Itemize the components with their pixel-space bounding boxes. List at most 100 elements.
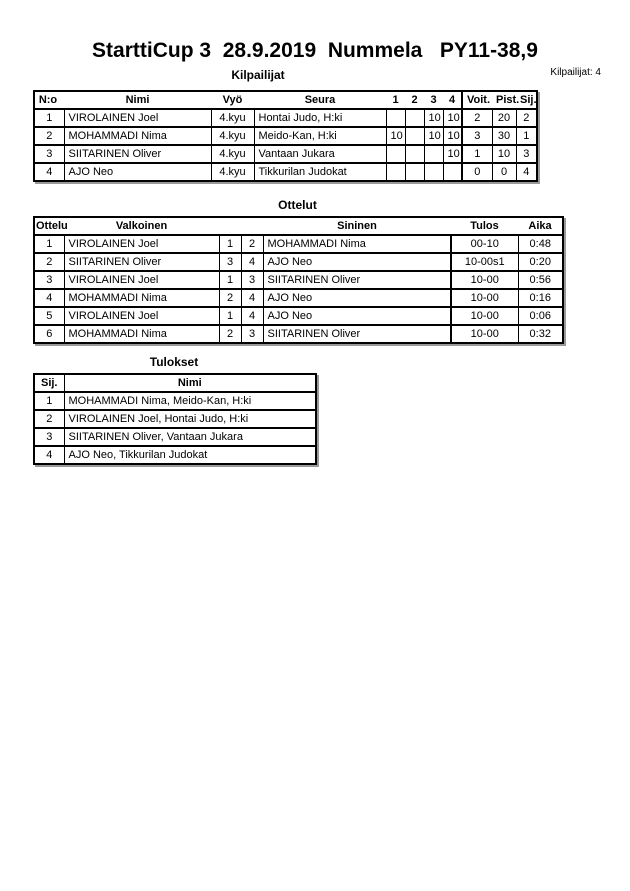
match-result: 10-00: [450, 306, 519, 326]
competitor-club: Vantaan Jukara: [253, 144, 387, 164]
white-fighter: VIROLAINEN Joel: [63, 234, 220, 254]
round-4-score: [442, 162, 463, 182]
kilpailijat-header-row: N:o Nimi Vyö Seura 1 2 3 4 Voit. Pist. S…: [34, 91, 537, 110]
wins-value: 0: [461, 162, 493, 182]
blue-fighter: SIITARINEN Oliver: [262, 270, 452, 290]
blue-fighter-number: 4: [240, 306, 264, 326]
competitor-number: 1: [33, 108, 65, 128]
match-number: 6: [33, 324, 65, 344]
round-2-score: [404, 162, 425, 182]
wins-value: 2: [461, 108, 493, 128]
round-3-score: [423, 162, 444, 182]
round-3-score: 10: [423, 126, 444, 146]
result-placement: 2: [33, 409, 65, 429]
placement-value: 3: [515, 144, 538, 164]
match-result: 10-00s1: [450, 252, 519, 272]
blue-fighter-number: 2: [240, 234, 264, 254]
competitor-row: 2 MOHAMMADI Nima 4.kyu Meido-Kan, H:ki 1…: [33, 126, 538, 146]
match-number: 1: [33, 234, 65, 254]
competitor-name: MOHAMMADI Nima: [63, 126, 212, 146]
match-row: 3 VIROLAINEN Joel 1 3 SIITARINEN Oliver …: [33, 270, 564, 290]
round-1-score: [385, 108, 406, 128]
blue-fighter: AJO Neo: [262, 306, 452, 326]
match-result: 00-10: [450, 234, 519, 254]
white-fighter-number: 1: [218, 306, 242, 326]
ottelut-section-title: Ottelut: [278, 198, 317, 212]
round-4-score: 10: [442, 144, 463, 164]
blue-fighter: SIITARINEN Oliver: [262, 324, 452, 344]
result-name: SIITARINEN Oliver, Vantaan Jukara: [63, 427, 317, 447]
kilpailijat-section-title: Kilpailijat: [231, 68, 285, 82]
match-row: 2 SIITARINEN Oliver 3 4 AJO Neo 10-00s1 …: [33, 252, 564, 272]
wins-value: 1: [461, 144, 493, 164]
header-sij: Sij.: [516, 91, 537, 110]
ottelut-table: Ottelu Valkoinen Sininen Tulos Aika 1 VI…: [33, 216, 564, 344]
blue-fighter: AJO Neo: [262, 288, 452, 308]
header-blue-number-spacer: [241, 217, 263, 236]
result-name: VIROLAINEN Joel, Hontai Judo, H:ki: [63, 409, 317, 429]
header-white-number-spacer: [219, 217, 241, 236]
match-time: 0:16: [517, 288, 564, 308]
header-tulos: Tulos: [451, 217, 518, 236]
header-round-3: 3: [424, 91, 443, 110]
competitor-name: SIITARINEN Oliver: [63, 144, 212, 164]
blue-fighter-number: 3: [240, 270, 264, 290]
result-placement: 4: [33, 445, 65, 465]
result-placement: 1: [33, 391, 65, 411]
result-row: 2 VIROLAINEN Joel, Hontai Judo, H:ki: [33, 409, 317, 429]
competitor-club: Hontai Judo, H:ki: [253, 108, 387, 128]
result-row: 4 AJO Neo, Tikkurilan Judokat: [33, 445, 317, 465]
match-time: 0:48: [517, 234, 564, 254]
match-time: 0:32: [517, 324, 564, 344]
tulokset-table: Sij. Nimi 1 MOHAMMADI Nima, Meido-Kan, H…: [33, 373, 317, 465]
white-fighter: MOHAMMADI Nima: [63, 324, 220, 344]
header-seura: Seura: [254, 91, 386, 110]
match-time: 0:06: [517, 306, 564, 326]
blue-fighter-number: 3: [240, 324, 264, 344]
match-row: 4 MOHAMMADI Nima 2 4 AJO Neo 10-00 0:16: [33, 288, 564, 308]
round-4-score: 10: [442, 108, 463, 128]
placement-value: 4: [515, 162, 538, 182]
white-fighter-number: 3: [218, 252, 242, 272]
header-no: N:o: [34, 91, 64, 110]
match-row: 1 VIROLAINEN Joel 1 2 MOHAMMADI Nima 00-…: [33, 234, 564, 254]
round-1-score: [385, 144, 406, 164]
header-sij: Sij.: [34, 374, 64, 393]
white-fighter-number: 2: [218, 324, 242, 344]
competitor-number: 2: [33, 126, 65, 146]
header-sininen: Sininen: [263, 217, 451, 236]
blue-fighter: MOHAMMADI Nima: [262, 234, 452, 254]
competitor-name: VIROLAINEN Joel: [63, 108, 212, 128]
tulokset-header-row: Sij. Nimi: [34, 374, 316, 393]
round-2-score: [404, 144, 425, 164]
header-aika: Aika: [518, 217, 563, 236]
white-fighter-number: 1: [218, 234, 242, 254]
competitor-row: 1 VIROLAINEN Joel 4.kyu Hontai Judo, H:k…: [33, 108, 538, 128]
competitor-row: 3 SIITARINEN Oliver 4.kyu Vantaan Jukara…: [33, 144, 538, 164]
round-3-score: 10: [423, 108, 444, 128]
header-voit: Voit.: [461, 91, 492, 110]
match-result: 10-00: [450, 288, 519, 308]
header-round-2: 2: [405, 91, 424, 110]
points-value: 20: [491, 108, 517, 128]
competitor-number: 3: [33, 144, 65, 164]
competitors-count-label: Kilpailijat: 4: [550, 67, 601, 78]
white-fighter: VIROLAINEN Joel: [63, 306, 220, 326]
placement-value: 2: [515, 108, 538, 128]
competitor-belt: 4.kyu: [210, 162, 255, 182]
header-ottelu: Ottelu: [34, 217, 68, 236]
ottelut-header-row: Ottelu Valkoinen Sininen Tulos Aika: [34, 217, 563, 236]
round-3-score: [423, 144, 444, 164]
points-value: 10: [491, 144, 517, 164]
header-round-4: 4: [443, 91, 462, 110]
result-placement: 3: [33, 427, 65, 447]
match-result: 10-00: [450, 270, 519, 290]
result-row: 3 SIITARINEN Oliver, Vantaan Jukara: [33, 427, 317, 447]
header-nimi: Nimi: [64, 91, 211, 110]
match-number: 5: [33, 306, 65, 326]
competitor-club: Meido-Kan, H:ki: [253, 126, 387, 146]
white-fighter-number: 1: [218, 270, 242, 290]
wins-value: 3: [461, 126, 493, 146]
round-1-score: [385, 162, 406, 182]
round-2-score: [404, 108, 425, 128]
